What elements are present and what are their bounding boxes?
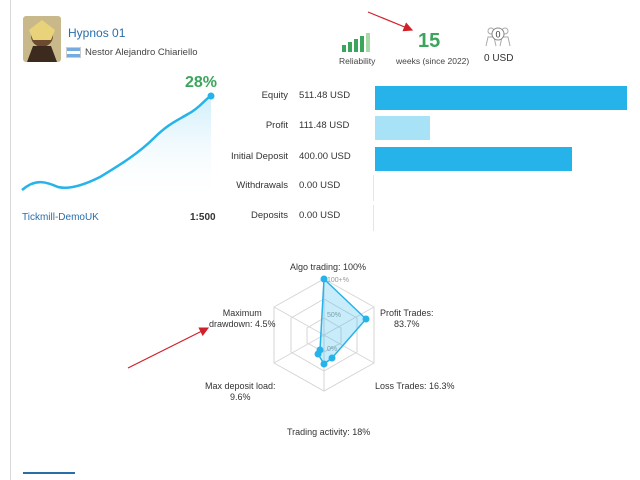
leverage: 1:500 [190,212,216,223]
growth-percent: 28% [185,74,218,91]
radar-label-loss: Loss Trades: 16.3% [375,381,455,391]
radar-label-algo: Algo trading: 100% [290,262,367,272]
radar-point-profit [362,315,370,323]
balance-label: Withdrawals [236,180,288,191]
balance-value: 0.00 USD [299,180,341,191]
subscribers-count: 0 [495,30,500,40]
growth-chart[interactable] [18,74,218,209]
reliability-label: Reliability [339,56,376,66]
radar-point-activity [320,360,328,368]
arrow-to-weeks [367,11,414,32]
balance-value: 111.48 USD [299,120,350,131]
radar-point-loss [328,354,336,362]
signal-name-link[interactable]: Hypnos 01 [68,26,126,40]
argentina-flag-icon [66,47,81,58]
radar-point-algo [320,275,328,283]
radar-label-profit: Profit Trades: 83.7% [380,308,434,329]
ring-label-mid: 50% [327,312,341,319]
weeks-value: 15 [418,30,441,52]
balance-label: Profit [265,120,288,131]
reliability-bars-icon [342,32,374,57]
balance-value: 0.00 USD [299,210,341,221]
balance-bar-empty [373,205,374,231]
weeks-label: weeks (since 2022) [396,56,470,66]
arrow-to-drawdown [127,327,210,369]
broker-link[interactable]: Tickmill-DemoUK [22,212,99,223]
tab-indicator [23,472,75,474]
avatar[interactable] [23,16,61,62]
balance-bar [375,116,430,140]
author[interactable]: Nestor Alejandro Chiariello [66,47,197,58]
radar-label-max-deposit: Max deposit load: 9.6% [205,381,276,402]
balance-value: 400.00 USD [299,151,351,162]
balance-value: 511.48 USD [299,90,351,101]
subscribers-icon: 0 [484,22,512,55]
radar-label-activity: Trading activity: 18% [287,427,371,437]
growth-endpoint [207,92,215,100]
subscribers-funds: 0 USD [484,53,514,64]
ring-label-inner: 0% [327,346,337,353]
radar-point-drawdown [316,346,324,354]
balance-bar-empty [373,175,374,201]
balance-label: Initial Deposit [230,151,288,162]
author-name: Nestor Alejandro Chiariello [85,47,198,58]
balance-label: Equity [261,90,288,101]
radar-label-drawdown: Maximum drawdown: 4.5% [209,308,276,329]
page-frame-border [10,0,11,480]
growth-line [21,94,212,191]
radar-chart: 100+% 50% 0% [190,255,460,470]
balance-bar [375,86,627,110]
balance-bar [375,147,572,171]
balance-label: Deposits [251,210,288,221]
ring-label-outer: 100+% [327,277,349,284]
